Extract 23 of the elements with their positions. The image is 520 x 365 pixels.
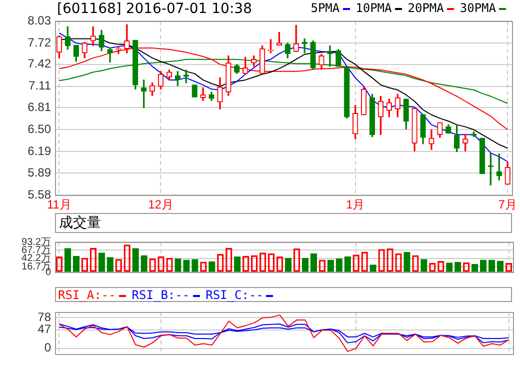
x-tick-label: 12月 xyxy=(148,198,174,212)
x-tick-label: 7月 xyxy=(498,198,517,212)
y-tick-label: 6.19 xyxy=(28,144,52,158)
y-tick-label: 7.11 xyxy=(28,78,52,93)
y-tick-label: 7.42 xyxy=(28,56,52,71)
y-tick-label: 5.89 xyxy=(28,165,52,180)
y-tick-label: 0 xyxy=(44,340,52,355)
legend-label: 20PMA xyxy=(408,1,444,15)
y-tick-label: 78 xyxy=(38,310,52,324)
chart-title: [601168] 2016-07-01 10:38 xyxy=(57,1,252,17)
legend-label: RSI_B:-- xyxy=(132,288,190,302)
x-tick-label: 1月 xyxy=(346,198,365,212)
chart-title: 成交量 xyxy=(59,214,101,232)
y-tick-label: 7.72 xyxy=(28,35,52,50)
y-tick-label: 6.81 xyxy=(28,100,52,114)
legend-label: 5PMA xyxy=(310,1,340,15)
legend-label: RSI_A:-- xyxy=(58,288,116,302)
y-tick-label: 6.50 xyxy=(28,122,52,136)
y-tick-label: 47 xyxy=(38,322,52,336)
legend-label: 30PMA xyxy=(460,1,496,15)
y-tick-label: 8.03 xyxy=(28,13,52,28)
legend-label: 10PMA xyxy=(356,1,392,15)
legend-label: RSI_C:-- xyxy=(206,288,264,302)
